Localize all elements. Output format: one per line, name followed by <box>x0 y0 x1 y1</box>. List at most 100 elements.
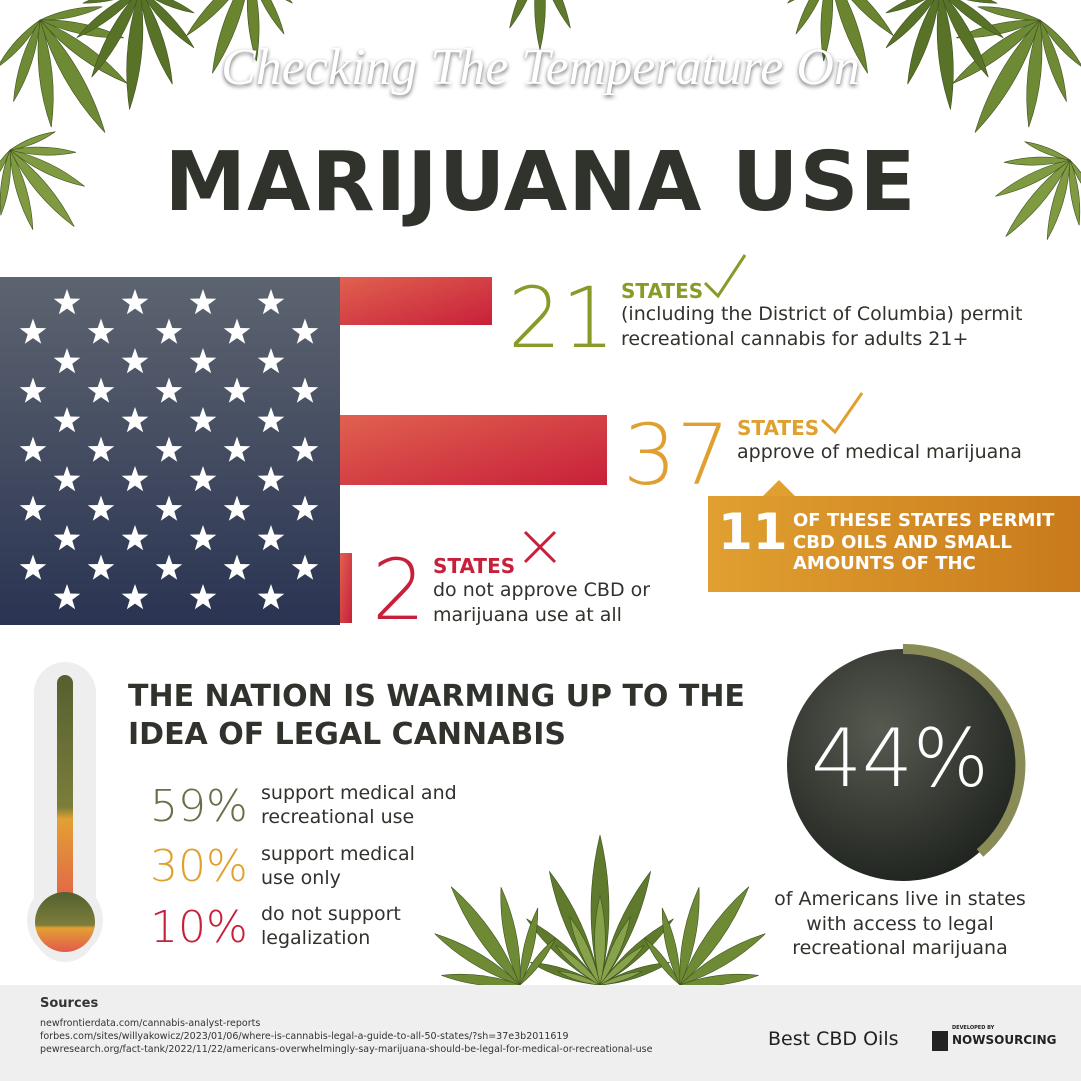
star <box>19 554 47 580</box>
star <box>189 289 217 315</box>
star <box>87 377 115 403</box>
leaflet <box>569 916 601 986</box>
stat-disc <box>787 649 1019 881</box>
percent: 59% <box>150 781 248 832</box>
star <box>223 554 251 580</box>
star <box>155 554 183 580</box>
leaflet <box>939 0 989 78</box>
thermometer-tube <box>57 675 73 915</box>
stat-arc <box>902 643 1026 857</box>
star <box>223 318 251 344</box>
leaflet <box>679 886 750 986</box>
leaflet <box>519 937 556 986</box>
leaflet <box>534 0 546 51</box>
star <box>121 466 149 492</box>
leaves <box>0 0 1081 240</box>
leaflet <box>936 0 954 110</box>
leaflet <box>0 149 11 192</box>
leaflet <box>977 6 1041 21</box>
star <box>291 377 319 403</box>
leaflet <box>37 19 54 128</box>
leaflet <box>599 971 643 986</box>
star <box>257 348 285 374</box>
leaflet <box>885 0 941 14</box>
star <box>291 495 319 521</box>
leaflet <box>212 0 251 74</box>
star <box>53 348 81 374</box>
stat-text: (including the District of Columbia) per… <box>621 303 1023 350</box>
leaflet <box>0 149 11 216</box>
star <box>121 584 149 610</box>
callout-text: OF THESE STATES PERMIT CBD OILS AND SMAL… <box>793 510 1055 575</box>
leaflet <box>1003 156 1071 166</box>
developer-note: DEVELOPED BY <box>952 1025 995 1031</box>
leaflet <box>0 19 41 68</box>
star <box>257 584 285 610</box>
star <box>257 289 285 315</box>
star <box>223 377 251 403</box>
leaflet <box>9 149 85 187</box>
leaflet <box>829 0 894 36</box>
percent-text: support medical and recreational use <box>261 782 457 828</box>
stripe <box>340 415 607 485</box>
star <box>189 348 217 374</box>
leaflet <box>995 159 1071 197</box>
star <box>291 554 319 580</box>
access-percent: 44% <box>811 712 989 805</box>
section-title: THE NATION IS WARMING UP TO THE IDEA OF … <box>128 679 745 753</box>
leaflet <box>186 0 251 36</box>
title: MARIJUANA USE <box>164 135 917 230</box>
leaflet <box>820 0 833 62</box>
leaflet <box>555 944 601 986</box>
source-link: forbes.com/sites/willyakowicz/2023/01/06… <box>40 1031 569 1042</box>
leaflet <box>661 907 681 986</box>
callout-number: 11 <box>718 503 788 561</box>
percent: 10% <box>150 902 248 953</box>
developer: NOWSOURCING <box>952 1033 1057 1047</box>
star <box>19 436 47 462</box>
thermometer-bulb <box>35 892 95 952</box>
leaflet <box>907 0 941 85</box>
star <box>257 525 285 551</box>
leaflet <box>9 149 75 227</box>
leaflet <box>795 0 831 35</box>
percent-text: support medical use only <box>261 843 415 889</box>
leaflet <box>82 0 141 4</box>
star <box>291 318 319 344</box>
leaflet <box>39 19 106 133</box>
stars <box>19 289 319 610</box>
leaflet <box>939 0 1004 38</box>
cross <box>523 530 557 564</box>
star <box>19 377 47 403</box>
star <box>155 377 183 403</box>
star <box>155 495 183 521</box>
leaflet <box>249 0 293 4</box>
star <box>87 495 115 521</box>
percent: 30% <box>150 841 248 892</box>
leaflet <box>787 0 831 4</box>
leaflet <box>91 0 141 78</box>
star <box>53 289 81 315</box>
star <box>121 289 149 315</box>
leaflet <box>644 937 681 986</box>
stat-label: STATES <box>433 554 516 578</box>
star <box>155 318 183 344</box>
stripe <box>340 553 352 623</box>
check <box>820 392 864 435</box>
leaflet <box>557 971 601 986</box>
star <box>189 525 217 551</box>
leaflet <box>139 0 195 49</box>
check <box>703 254 747 299</box>
source-link: newfrontierdata.com/cannabis-analyst-rep… <box>40 1018 261 1029</box>
leaflet <box>829 0 868 74</box>
leaflet <box>247 0 260 62</box>
leaflet <box>1069 159 1081 226</box>
percent-text: do not support legalization <box>261 903 401 949</box>
callout-pointer <box>762 480 796 497</box>
star <box>155 436 183 462</box>
plant <box>434 834 766 1003</box>
star <box>257 466 285 492</box>
logo-mark <box>932 1031 948 1051</box>
leaflet <box>1026 19 1043 128</box>
star <box>121 525 149 551</box>
